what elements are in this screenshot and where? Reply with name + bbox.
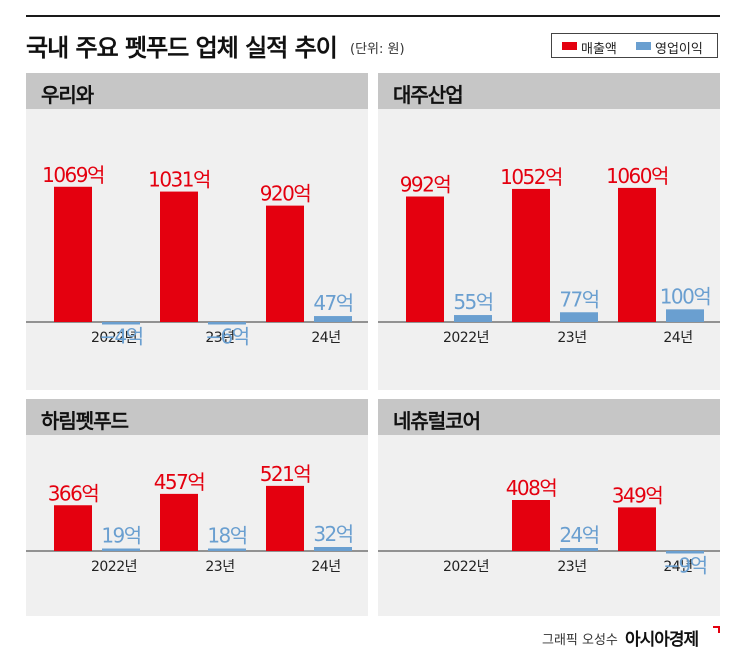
graphic-credit: 그래픽 오성수 xyxy=(542,633,618,648)
x-tick-label: 2022년 xyxy=(91,559,137,575)
profit-value-label: 19억 xyxy=(101,524,140,548)
panel-title: 네츄럴코어 xyxy=(393,409,481,433)
panel-woori: 우리와 2022년 23년 24년 1069억 1031억 920억 −4억 −6억 47억 xyxy=(26,73,368,390)
top-rule xyxy=(26,15,720,17)
profit-value-label: 100억 xyxy=(660,284,711,308)
infographic-title: 국내 주요 펫푸드 업체 실적 추이 xyxy=(26,34,338,62)
revenue-value-label: 1052억 xyxy=(500,165,562,189)
revenue-bar xyxy=(618,187,656,322)
profit-value-label: 55억 xyxy=(453,290,492,314)
revenue-bar xyxy=(54,505,92,551)
revenue-bar xyxy=(266,485,304,551)
legend: 매출액 영업이익 xyxy=(551,33,718,58)
revenue-value-label: 457억 xyxy=(154,470,205,494)
x-tick-label: 24년 xyxy=(663,559,692,575)
profit-bar xyxy=(314,547,352,551)
profit-bar xyxy=(666,551,704,554)
x-tick-label: 24년 xyxy=(311,559,340,575)
legend-label-profit: 영업이익 xyxy=(655,42,703,57)
x-tick-label: 2022년 xyxy=(443,330,489,346)
x-tick-label: 24년 xyxy=(311,330,340,346)
revenue-value-label: 1060억 xyxy=(606,164,668,188)
revenue-bar xyxy=(618,507,656,551)
x-tick-label: 23년 xyxy=(557,559,586,575)
legend-swatch-revenue xyxy=(562,42,577,50)
profit-bar xyxy=(560,548,598,551)
revenue-value-label: 366억 xyxy=(48,481,99,505)
revenue-bar xyxy=(266,205,304,322)
chart-naturalcore: 2022년 23년 24년 408억 349억 24억 −9억 xyxy=(378,476,720,578)
chart-woori: 2022년 23년 24년 1069억 1031억 920억 −4억 −6억 47억 xyxy=(26,163,368,349)
revenue-bar xyxy=(512,500,550,551)
x-tick-label: 23년 xyxy=(205,330,234,346)
x-tick-label: 24년 xyxy=(663,330,692,346)
profit-value-label: −9억 xyxy=(663,554,706,578)
revenue-bar xyxy=(512,188,550,322)
revenue-value-label: 992억 xyxy=(400,173,451,197)
x-tick-label: 2022년 xyxy=(91,330,137,346)
legend-swatch-profit xyxy=(636,42,651,50)
revenue-value-label: 408억 xyxy=(506,476,557,500)
revenue-value-label: 1069억 xyxy=(42,163,104,187)
profit-bar xyxy=(560,312,598,322)
panel-header: 하림펫푸드 xyxy=(26,399,368,435)
brand-logo: 아시아경제 xyxy=(625,630,699,650)
legend-label-revenue: 매출액 xyxy=(581,42,617,57)
chart-daeju: 2022년 23년 24년 992억 1052억 1060억 55억 77억 100억 xyxy=(378,164,720,346)
brand-mark-icon xyxy=(713,626,720,633)
profit-bar xyxy=(314,316,352,322)
x-tick-label: 23년 xyxy=(205,559,234,575)
profit-value-label: −4억 xyxy=(99,325,142,349)
panel-header: 대주산업 xyxy=(378,73,720,109)
profit-bar xyxy=(666,309,704,322)
panel-title: 하림펫푸드 xyxy=(41,409,129,433)
profit-bar xyxy=(208,322,246,325)
panel-header: 네츄럴코어 xyxy=(378,399,720,435)
profit-value-label: −6억 xyxy=(205,325,248,349)
panel-harim: 하림펫푸드 2022년 23년 24년 366억 457억 521억 19억 18억 32억 xyxy=(26,399,368,616)
revenue-bar xyxy=(160,191,198,322)
panel-daeju: 대주산업 2022년 23년 24년 992억 1052억 1060억 55억 77억 100억 xyxy=(378,73,720,390)
profit-value-label: 47억 xyxy=(313,291,352,315)
chart-harim: 2022년 23년 24년 366억 457억 521억 19억 18억 32억 xyxy=(26,462,368,575)
panel-header: 우리와 xyxy=(26,73,368,109)
profit-bar xyxy=(102,322,140,325)
panel-naturalcore: 네츄럴코어 2022년 23년 24년 408억 349억 24억 −9억 xyxy=(378,399,720,616)
x-tick-label: 23년 xyxy=(557,330,586,346)
profit-bar xyxy=(454,315,492,322)
profit-bar xyxy=(102,548,140,551)
profit-value-label: 32억 xyxy=(313,522,352,546)
profit-value-label: 77억 xyxy=(559,287,598,311)
unit-note: (단위: 원) xyxy=(350,42,405,57)
panel-title: 대주산업 xyxy=(393,83,464,107)
panel-title: 우리와 xyxy=(41,83,94,107)
revenue-value-label: 920억 xyxy=(260,182,311,206)
revenue-bar xyxy=(160,493,198,551)
revenue-value-label: 349억 xyxy=(612,483,663,507)
revenue-bar xyxy=(54,186,92,322)
profit-value-label: 18억 xyxy=(207,524,246,548)
revenue-value-label: 1031억 xyxy=(148,168,210,192)
x-tick-label: 2022년 xyxy=(443,559,489,575)
revenue-value-label: 521억 xyxy=(260,462,311,486)
revenue-bar xyxy=(406,196,444,322)
profit-value-label: 24억 xyxy=(559,523,598,547)
profit-bar xyxy=(208,548,246,551)
